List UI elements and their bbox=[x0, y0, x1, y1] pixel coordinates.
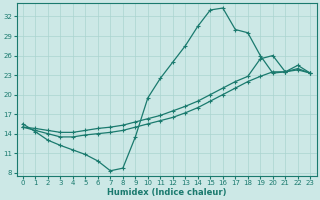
X-axis label: Humidex (Indice chaleur): Humidex (Indice chaleur) bbox=[107, 188, 226, 197]
